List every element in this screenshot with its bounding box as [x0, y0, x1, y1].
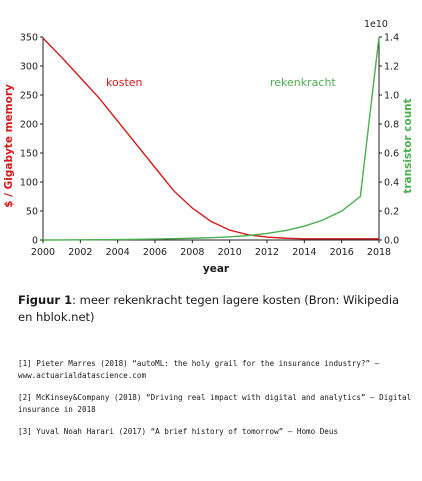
- figure-caption: Figuur 1: meer rekenkracht tegen lagere …: [18, 292, 408, 326]
- left-tick-label: 300: [20, 62, 38, 73]
- right-tick-label: 1.4: [384, 33, 399, 44]
- left-tick-label: 250: [20, 91, 38, 102]
- x-axis-title: year: [203, 263, 230, 275]
- right-tick-label: 0.4: [384, 178, 399, 189]
- series-label-kosten: kosten: [106, 76, 143, 89]
- right-tick-label: 1.0: [384, 91, 399, 102]
- right-tick-label: 0.0: [384, 236, 399, 247]
- caption-text: : meer rekenkracht tegen lagere kosten (…: [18, 293, 400, 324]
- right-axis-multiplier: 1e10: [364, 19, 388, 30]
- x-tick-label: 2010: [218, 247, 242, 258]
- series-line-kosten: [42, 37, 379, 240]
- x-tick-label: 2014: [292, 247, 316, 258]
- right-axis-title: transistor count: [402, 98, 414, 193]
- references-list: [1] Pieter Marres (2018) “autoML: the ho…: [18, 358, 413, 449]
- x-tick-label: 2018: [367, 247, 391, 258]
- series-labels: kosten rekenkracht: [106, 76, 336, 89]
- left-axis-title: $ / Gigabyte memory: [3, 84, 15, 208]
- left-tick-label: 150: [20, 149, 38, 160]
- series-layer: [42, 36, 380, 241]
- x-tick-label: 2008: [180, 247, 204, 258]
- x-tick-label: 2012: [255, 247, 279, 258]
- series-line-rekenkracht: [42, 36, 380, 241]
- plot-area: [42, 37, 380, 241]
- series-label-rekenkracht: rekenkracht: [270, 76, 336, 89]
- x-tick-label: 2002: [68, 247, 92, 258]
- left-tick-label: 100: [20, 178, 38, 189]
- x-tick-label: 2000: [31, 247, 55, 258]
- line-chart: 2000 2002 2004 2006 2008 2010 2012 2014 2016 2018…: [3, 19, 414, 275]
- x-axis-ticks: 2000 2002 2004 2006 2008 2010 2012 2014 2016 2018: [31, 240, 391, 258]
- left-tick-label: 350: [20, 33, 38, 44]
- left-tick-label: 0: [32, 236, 38, 247]
- reference-item: [2] McKinsey&Company (2018) “Driving rea…: [18, 393, 412, 414]
- caption-label: Figuur 1: [18, 293, 73, 307]
- x-tick-label: 2006: [143, 247, 167, 258]
- right-tick-label: 0.2: [384, 207, 399, 218]
- right-axis-ticks: 0.0 0.2 0.4 0.6 0.8 1.0 1.2 1.4: [379, 33, 399, 247]
- left-tick-label: 200: [20, 120, 38, 131]
- left-tick-label: 50: [26, 207, 38, 218]
- x-tick-label: 2016: [330, 247, 354, 258]
- right-tick-label: 0.6: [384, 149, 399, 160]
- left-axis-ticks: 0 50 100 150 200 250 300 350: [20, 33, 43, 247]
- reference-item: [3] Yuval Noah Harari (2017) “A brief hi…: [18, 427, 339, 436]
- right-tick-label: 0.8: [384, 120, 399, 131]
- reference-item: [1] Pieter Marres (2018) “autoML: the ho…: [18, 359, 380, 380]
- x-tick-label: 2004: [106, 247, 130, 258]
- right-tick-label: 1.2: [384, 62, 399, 73]
